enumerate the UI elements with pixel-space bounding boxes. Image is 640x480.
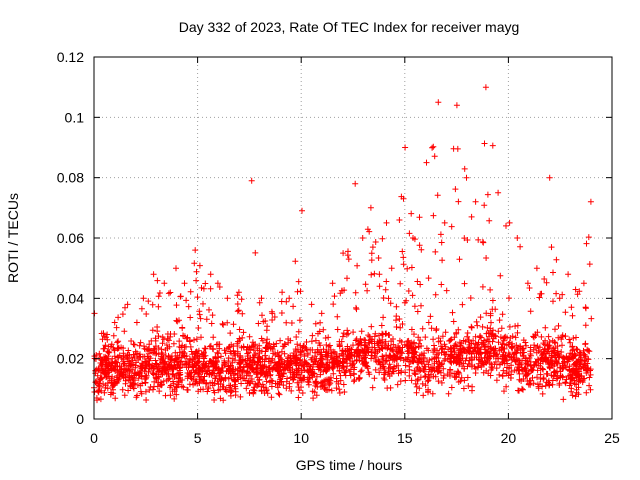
scatter-series-roti (91, 84, 595, 404)
x-tick-labels: 0 5 10 15 20 25 (90, 430, 620, 446)
x-tick-label: 5 (194, 430, 202, 446)
y-tick-label: 0 (76, 411, 84, 427)
y-axis-label: ROTI / TECUs (5, 193, 21, 283)
axis-ticks (93, 56, 613, 420)
data-points (91, 84, 595, 404)
y-tick-labels: 0 0.02 0.04 0.06 0.08 0.1 0.12 (57, 49, 84, 427)
x-tick-label: 25 (604, 430, 620, 446)
grid-lines (94, 57, 612, 419)
y-tick-label: 0.12 (57, 49, 84, 65)
y-tick-label: 0.02 (57, 351, 84, 367)
y-tick-label: 0.04 (57, 290, 84, 306)
y-tick-label: 0.06 (57, 230, 84, 246)
x-axis-label: GPS time / hours (296, 457, 403, 473)
y-tick-label: 0.08 (57, 170, 84, 186)
chart-title: Day 332 of 2023, Rate Of TEC Index for r… (179, 19, 520, 35)
x-tick-label: 10 (293, 430, 309, 446)
y-tick-label: 0.1 (65, 109, 85, 125)
x-tick-label: 20 (501, 430, 517, 446)
x-tick-label: 15 (397, 430, 413, 446)
x-tick-label: 0 (90, 430, 98, 446)
